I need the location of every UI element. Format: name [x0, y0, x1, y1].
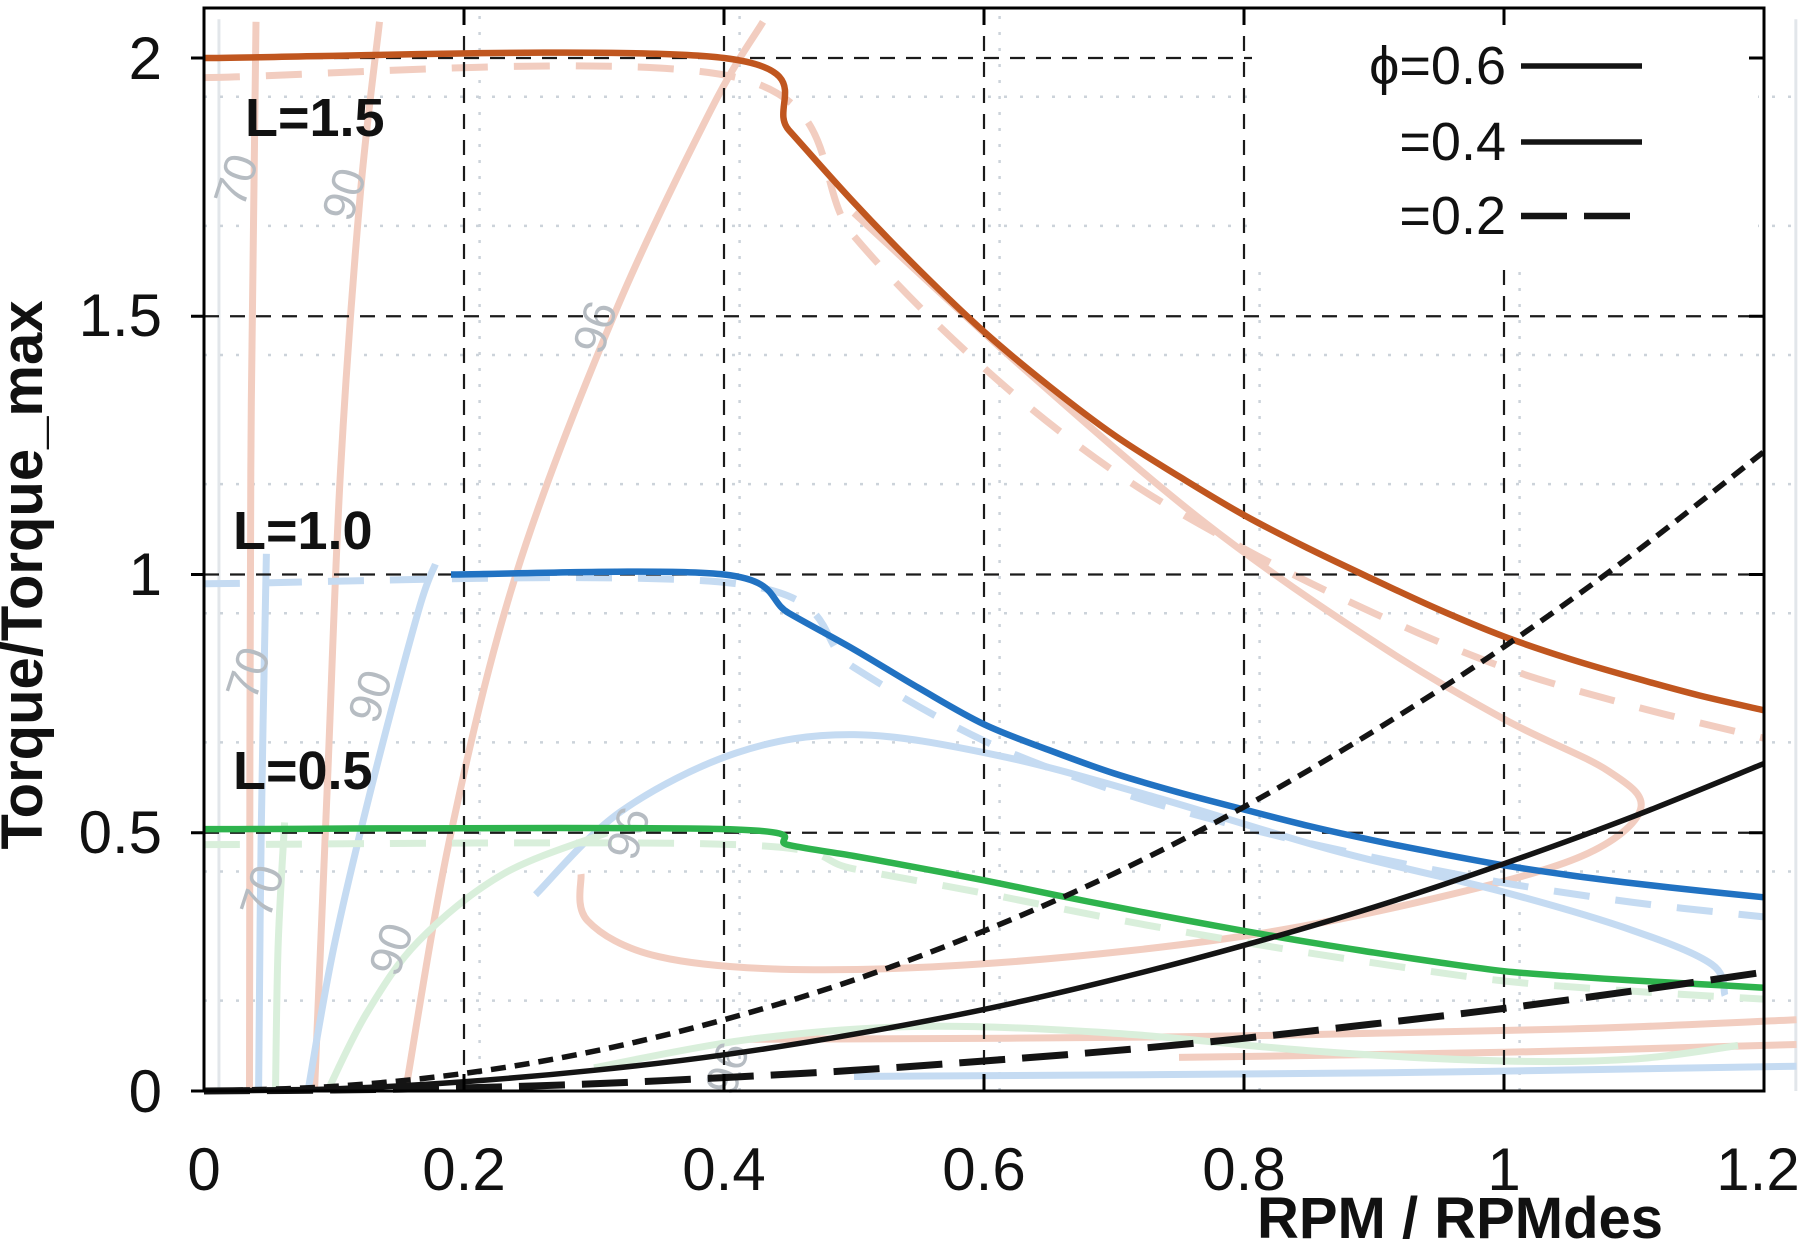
contour-label-70: 70 [215, 641, 280, 706]
y-tick-2: 2 [129, 25, 162, 92]
axis-ticks [191, 8, 1766, 1093]
y-tick-05: 0.5 [79, 799, 162, 866]
curve-label-L10: L=1.0 [233, 501, 373, 561]
y-axis-labels: 0 0.5 1 1.5 2 [79, 25, 162, 1125]
y-tick-1: 1 [129, 541, 162, 608]
contour-label-70: 70 [203, 148, 268, 213]
legend: ϕ=0.6 =0.4 =0.2 [1369, 36, 1642, 246]
contour-label-90: 90 [358, 917, 423, 982]
legend-label-phi04: =0.4 [1399, 112, 1506, 172]
y-axis-title: Torque/Torque_max [0, 301, 55, 850]
contour-label-90: 90 [311, 162, 376, 227]
legend-label-phi02: =0.2 [1399, 186, 1506, 246]
x-tick-0: 0 [187, 1136, 220, 1203]
legend-label-phi06: ϕ=0.6 [1369, 36, 1506, 96]
x-tick-1: 1 [1487, 1136, 1520, 1203]
x-tick-12: 1.2 [1716, 1136, 1799, 1203]
curve-label-L05: L=0.5 [233, 741, 373, 801]
legend-background [1252, 16, 1758, 262]
y-tick-15: 1.5 [79, 282, 162, 349]
x-axis-labels: 0 0.2 0.4 0.6 0.8 1 1.2 [187, 1136, 1799, 1203]
x-tick-02: 0.2 [422, 1136, 505, 1203]
x-tick-04: 0.4 [682, 1136, 765, 1203]
x-tick-06: 0.6 [942, 1136, 1025, 1203]
curve-label-L15: L=1.5 [245, 88, 385, 148]
x-tick-08: 0.8 [1202, 1136, 1285, 1203]
y-tick-0: 0 [129, 1058, 162, 1125]
contour-label-90: 90 [337, 664, 402, 729]
x-axis-title: RPM / RPMdes [1257, 1186, 1663, 1248]
